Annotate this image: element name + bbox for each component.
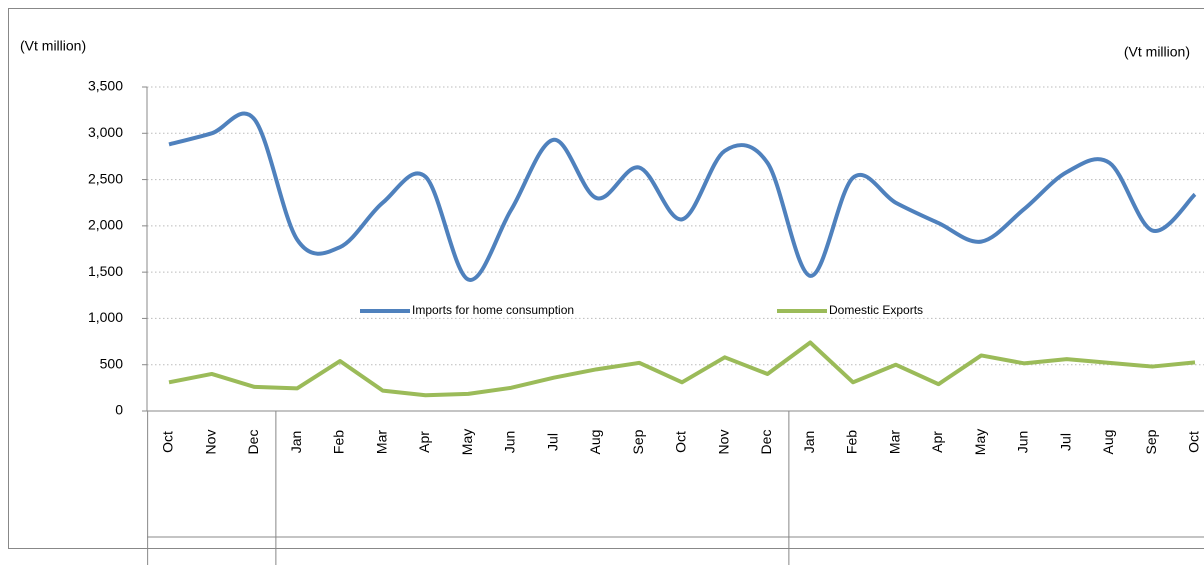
y-tick-label: 0 [115,402,123,418]
x-tick-label: Jul [544,433,560,451]
x-tick-label: Jun [502,431,518,454]
series-line [168,111,1197,282]
y-tick-label: 2,000 [88,217,123,233]
y-tick-label: 500 [100,355,124,371]
x-tick-label: Dec [245,430,261,455]
x-tick-label: Nov [715,430,731,455]
y-tick-label: 3,500 [88,78,123,94]
chart-frame [8,8,1204,549]
x-tick-label: Jan [288,431,304,454]
x-tick-label: May [459,429,475,455]
x-tick-label: Sep [1143,429,1159,454]
x-tick-label: Mar [373,430,389,454]
x-tick-label: Aug [587,430,603,455]
y-tick-label: 2,500 [88,170,123,186]
x-tick-label: May [972,429,988,455]
y-tick-label: 1,000 [88,309,123,325]
y-axis-label: (Vt million) [20,38,86,54]
x-tick-label: Jun [1015,431,1031,454]
x-tick-label: Oct [673,431,689,453]
x-tick-label: Feb [844,430,860,454]
y2-axis-label: (Vt million) [1124,44,1190,60]
x-tick-label: Apr [416,431,432,453]
series-line [168,340,1196,398]
x-tick-label: Jan [801,431,817,454]
legend-label: Domestic Exports [829,303,923,317]
x-tick-label: Dec [758,430,774,455]
x-tick-label: Aug [1100,430,1116,455]
x-tick-label: Mar [886,430,902,454]
x-tick-label: Oct [160,431,176,453]
y-tick-label: 3,000 [88,124,123,140]
x-tick-label: Feb [331,430,347,454]
x-tick-label: Apr [929,431,945,453]
legend-label: Imports for home consumption [412,303,574,317]
y-tick-label: 1,500 [88,263,123,279]
x-tick-label: Nov [202,430,218,455]
x-tick-label: Sep [630,429,646,454]
x-tick-label: Oct [1186,431,1202,453]
x-tick-label: Jul [1057,433,1073,451]
